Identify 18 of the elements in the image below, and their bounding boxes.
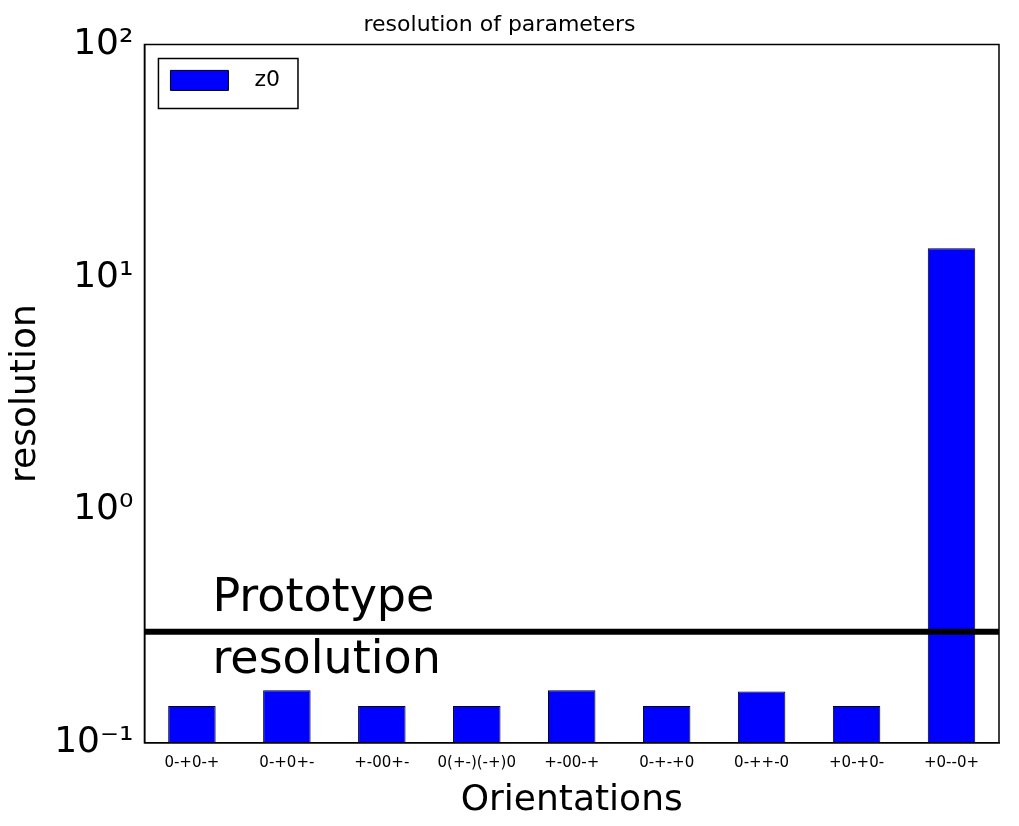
y-tick-label: 10⁰	[73, 486, 134, 528]
x-tick-label: 0-++-0	[734, 752, 790, 771]
y-axis-title: resolution	[1, 304, 43, 483]
ref-line-label: Prototype resolution	[212, 567, 441, 684]
x-tick-label: +0-+0-	[829, 752, 885, 771]
x-tick-label: +-00+-	[354, 752, 410, 771]
x-tick-label: 0(+-)(-+)0	[437, 752, 516, 771]
x-tick-label: 0-+0-+	[164, 752, 220, 771]
x-axis-title: Orientations	[460, 776, 683, 818]
x-tick-label: 0-+-+0	[639, 752, 695, 771]
chart-title: resolution of parameters	[363, 10, 636, 36]
legend-label: z0	[254, 66, 280, 92]
x-tick-label: +-00-+	[544, 752, 600, 771]
y-tick-label: 10²	[73, 20, 134, 62]
x-tick-label: +0--0+	[923, 752, 980, 771]
y-tick-label: 10¹	[73, 253, 134, 295]
x-tick-label: 0-+0+-	[259, 752, 315, 771]
y-tick-label: 10⁻¹	[54, 719, 134, 761]
